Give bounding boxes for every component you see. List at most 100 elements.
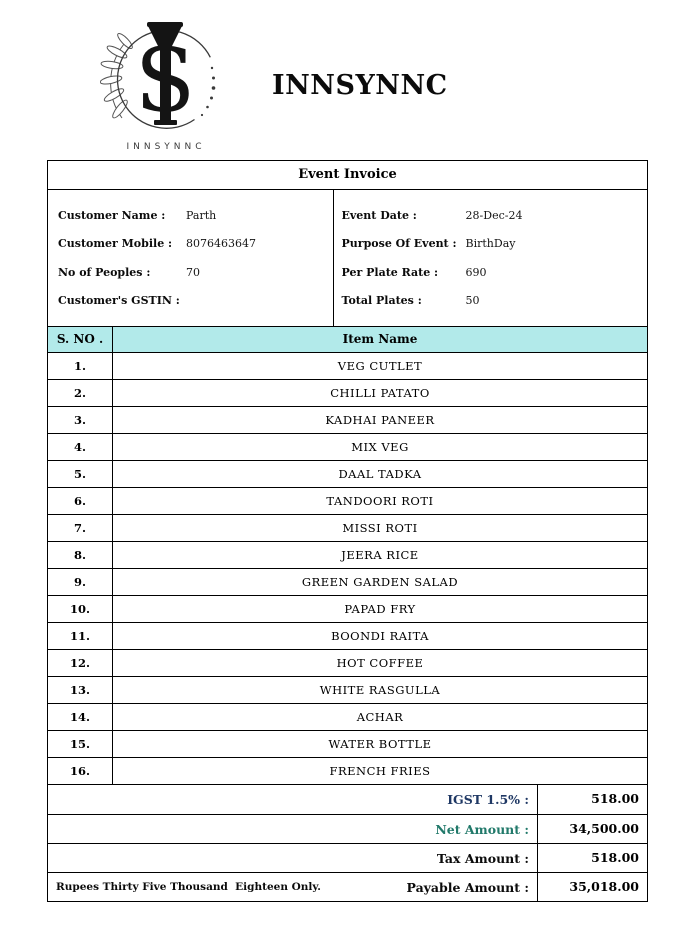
detail-value: 50 <box>465 293 480 307</box>
items-table-header: S. NO . Item Name <box>48 327 647 353</box>
detail-row: Total Plates : 50 <box>334 294 647 307</box>
item-name: VEG CUTLET <box>337 359 423 373</box>
monogram-i-icon <box>147 22 183 125</box>
item-sno: 6. <box>48 488 113 514</box>
item-sno: 12. <box>48 650 113 676</box>
detail-value: BirthDay <box>465 237 516 251</box>
brand-title: INNSYNNC <box>272 70 448 101</box>
item-name: DAAL TADKA <box>338 467 422 481</box>
item-name: WATER BOTTLE <box>328 737 432 751</box>
item-sno: 1. <box>48 353 113 379</box>
brand-logo: S INNSYNNC <box>100 10 232 160</box>
laurel-branch-icon <box>100 32 133 119</box>
item-sno: 8. <box>48 542 113 568</box>
total-row: IGST 1.5% : 518.00 <box>48 785 647 814</box>
detail-value: 690 <box>465 265 487 279</box>
detail-label: Customer Name : <box>58 209 166 223</box>
total-row: Tax Amount : 518.00 <box>48 843 647 872</box>
detail-label: Per Plate Rate : <box>341 265 439 279</box>
total-main: Tax Amount : <box>48 844 537 872</box>
item-name: PAPAD FRY <box>344 602 416 616</box>
item-sno: 9. <box>48 569 113 595</box>
amount-in-words: Rupees Thirty Five Thousand Eighteen Onl… <box>56 881 321 893</box>
item-sno: 2. <box>48 380 113 406</box>
sno-header: S. NO . <box>48 327 113 352</box>
item-name: ACHAR <box>356 710 404 724</box>
table-row: 2. CHILLI PATATO <box>48 380 647 407</box>
table-row: 1. VEG CUTLET <box>48 353 647 380</box>
detail-label: Customer Mobile : <box>58 237 173 251</box>
table-row: 3. KADHAI PANEER <box>48 407 647 434</box>
detail-value: 28-Dec-24 <box>465 209 523 223</box>
total-label: Tax Amount : <box>436 850 529 866</box>
totals-section: IGST 1.5% :518.00 Net Amount :34,500.00 Ta… <box>48 785 647 901</box>
detail-row: Per Plate Rate : 690 <box>334 266 647 279</box>
detail-row: Customer Name : Parth <box>48 209 333 222</box>
total-value: 518.00 <box>537 844 647 872</box>
item-name: FRENCH FRIES <box>329 764 431 778</box>
detail-value: 70 <box>186 265 200 279</box>
total-value: 34,500.00 <box>537 815 647 843</box>
item-name: BOONDI RAITA <box>331 629 429 643</box>
item-sno: 7. <box>48 515 113 541</box>
total-label: Payable Amount : <box>406 879 530 895</box>
item-sno: 13. <box>48 677 113 703</box>
table-row: 11. BOONDI RAITA <box>48 623 647 650</box>
table-row: 9. GREEN GARDEN SALAD <box>48 569 647 596</box>
total-main: IGST 1.5% : <box>48 785 537 814</box>
detail-label: Purpose Of Event : <box>341 237 457 251</box>
total-value: 518.00 <box>537 785 647 814</box>
detail-value: 8076463647 <box>186 237 256 251</box>
item-name: TANDOORI ROTI <box>326 494 434 508</box>
table-row: 8. JEERA RICE <box>48 542 647 569</box>
table-row: 15. WATER BOTTLE <box>48 731 647 758</box>
item-name: JEERA RICE <box>341 548 419 562</box>
item-header: Item Name <box>342 332 418 346</box>
item-sno: 3. <box>48 407 113 433</box>
total-label: IGST 1.5% : <box>447 792 529 807</box>
item-sno: 10. <box>48 596 113 622</box>
detail-row: Customer Mobile : 8076463647 <box>48 237 333 250</box>
logo-graphic: S <box>100 22 216 132</box>
invoice-title: Event Invoice <box>48 161 647 190</box>
table-row: 12. HOT COFFEE <box>48 650 647 677</box>
item-name: MISSI ROTI <box>342 521 418 535</box>
table-row: 16. FRENCH FRIES <box>48 758 647 785</box>
table-row: 10. PAPAD FRY <box>48 596 647 623</box>
item-name: WHITE RASGULLA <box>319 683 441 697</box>
total-main: Rupees Thirty Five Thousand Eighteen Onl… <box>48 873 537 901</box>
item-sno: 4. <box>48 434 113 460</box>
item-sno: 15. <box>48 731 113 757</box>
total-value: 35,018.00 <box>537 873 647 901</box>
detail-label: No of Peoples : <box>58 265 151 279</box>
item-name: KADHAI PANEER <box>325 413 435 427</box>
detail-label: Customer's GSTIN : <box>58 293 180 307</box>
item-name: GREEN GARDEN SALAD <box>301 575 459 589</box>
items-body: 1. VEG CUTLET 2. CHILLI PATATO 3. KADHAI PANE… <box>48 353 647 785</box>
item-name: MIX VEG <box>351 440 409 454</box>
logo-caption: INNSYNNC <box>126 142 206 152</box>
total-label: Net Amount : <box>435 821 529 837</box>
details-left: Customer Name : Parth Customer Mobile : 807… <box>48 190 334 326</box>
item-sno: 11. <box>48 623 113 649</box>
table-row: 4. MIX VEG <box>48 434 647 461</box>
logo-circle-icon <box>116 29 211 129</box>
table-row: 6. TANDOORI ROTI <box>48 488 647 515</box>
item-sno: 14. <box>48 704 113 730</box>
invoice-document: Event Invoice Customer Name : Parth Custom… <box>47 160 648 902</box>
item-sno: 16. <box>48 758 113 784</box>
customer-details: Customer Name : Parth Customer Mobile : 807… <box>48 190 647 327</box>
detail-row: Event Date : 28-Dec-24 <box>334 209 647 222</box>
table-row: 5. DAAL TADKA <box>48 461 647 488</box>
total-main: Net Amount : <box>48 815 537 843</box>
detail-row: Customer's GSTIN : <box>48 294 333 307</box>
detail-row: Purpose Of Event : BirthDay <box>334 237 647 250</box>
item-sno: 5. <box>48 461 113 487</box>
detail-label: Event Date : <box>341 209 417 223</box>
total-row: Rupees Thirty Five Thousand Eighteen Onl… <box>48 872 647 901</box>
detail-row: No of Peoples : 70 <box>48 266 333 279</box>
table-row: 7. MISSI ROTI <box>48 515 647 542</box>
detail-label: Total Plates : <box>341 293 422 307</box>
item-name: CHILLI PATATO <box>330 386 430 400</box>
